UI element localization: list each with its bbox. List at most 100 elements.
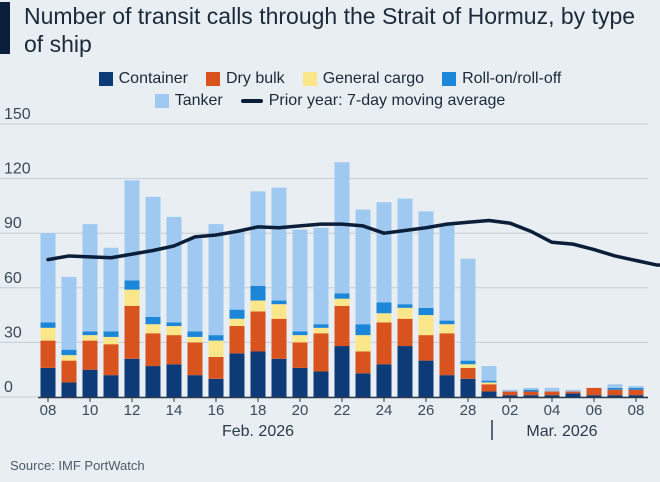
bar-tanker	[628, 386, 644, 388]
bar-dry-bulk	[208, 356, 224, 379]
month-label-feb: Feb. 2026	[222, 423, 294, 440]
bar-container	[82, 369, 98, 397]
bar-container	[565, 393, 581, 397]
bar-dry-bulk	[124, 306, 140, 359]
bar-container	[481, 391, 497, 397]
y-tick-label: 150	[4, 106, 31, 123]
bar-roll-on-roll-off	[250, 285, 266, 301]
bar-container	[544, 395, 560, 397]
bar-general-cargo	[397, 307, 413, 319]
bar-container	[313, 371, 329, 397]
y-tick-label: 0	[4, 379, 13, 396]
bar-general-cargo	[124, 289, 140, 306]
bar-general-cargo	[40, 327, 56, 341]
bar-dry-bulk	[40, 340, 56, 368]
bar-roll-on-roll-off	[628, 387, 644, 390]
bar-roll-on-roll-off	[145, 316, 161, 325]
x-tick-label: 08	[40, 402, 57, 419]
legend-label-tanker: Tanker	[174, 92, 223, 109]
bar-dry-bulk	[607, 389, 623, 396]
bar-tanker	[355, 209, 371, 325]
bar-tanker	[523, 387, 539, 390]
bar-roll-on-roll-off	[292, 331, 308, 336]
bar-container	[40, 367, 56, 397]
legend-swatch-general-cargo	[302, 72, 317, 86]
x-tick-label: 26	[418, 402, 435, 419]
y-tick-label: 60	[4, 270, 22, 287]
bar-roll-on-roll-off	[229, 309, 245, 319]
bar-dry-bulk	[61, 360, 77, 383]
bar-dry-bulk	[271, 318, 287, 359]
legend-label-general-cargo: General cargo	[322, 70, 425, 87]
bar-tanker	[82, 224, 98, 332]
legend-item-prior-year: Prior year: 7-day moving average	[240, 90, 505, 112]
bar-roll-on-roll-off	[271, 300, 287, 305]
x-tick-label: 06	[586, 402, 603, 419]
bar-container	[418, 360, 434, 397]
month-label-mar: Mar. 2026	[526, 423, 597, 440]
legend-swatch-roro	[442, 72, 457, 86]
bar-general-cargo	[208, 340, 224, 357]
bar-dry-bulk	[187, 342, 203, 376]
bar-tanker	[397, 198, 413, 305]
prior-year-line	[46, 218, 660, 267]
bar-general-cargo	[481, 382, 497, 385]
bar-general-cargo	[271, 304, 287, 319]
bar-general-cargo	[292, 335, 308, 343]
y-tick-label: 90	[4, 215, 22, 232]
x-tick-label: 22	[334, 402, 351, 419]
legend-swatch-dry-bulk	[206, 72, 220, 86]
y-tick-label: 30	[4, 324, 22, 341]
bar-tanker	[460, 258, 476, 361]
bar-tanker	[187, 238, 203, 332]
bar-roll-on-roll-off	[334, 293, 350, 299]
bar-roll-on-roll-off	[124, 280, 140, 290]
bar-general-cargo	[82, 335, 98, 341]
bar-container	[439, 375, 455, 397]
bar-container	[397, 346, 413, 397]
bar-dry-bulk	[565, 391, 581, 394]
bar-roll-on-roll-off	[460, 360, 476, 365]
legend-label-roro: Roll-on/roll-off	[462, 70, 562, 87]
bar-container	[586, 395, 602, 397]
chart-title: Number of transit calls through the Stra…	[24, 3, 636, 57]
legend: Container Dry bulk General cargo Roll-on…	[0, 68, 660, 112]
bar-roll-on-roll-off	[607, 387, 623, 390]
bar-dry-bulk	[82, 340, 98, 370]
bar-container	[103, 375, 119, 397]
bar-container	[376, 364, 392, 397]
bar-dry-bulk	[628, 389, 644, 396]
bar-roll-on-roll-off	[418, 307, 434, 316]
bar-dry-bulk	[439, 333, 455, 376]
bar-general-cargo	[313, 327, 329, 334]
bar-general-cargo	[145, 324, 161, 334]
bar-tanker	[292, 229, 308, 332]
x-tick-label: 24	[376, 402, 393, 419]
bar-general-cargo	[460, 364, 476, 368]
bar-dry-bulk	[313, 333, 329, 372]
bar-tanker	[565, 389, 581, 392]
bar-dry-bulk	[355, 351, 371, 374]
bar-tanker	[481, 366, 497, 381]
bar-general-cargo	[229, 318, 245, 327]
bar-dry-bulk	[460, 367, 476, 379]
x-tick-label: 28	[460, 402, 477, 419]
bar-tanker	[271, 187, 287, 301]
bar-dry-bulk	[418, 335, 434, 361]
bar-container	[355, 373, 371, 397]
x-tick-label: 18	[250, 402, 267, 419]
bar-dry-bulk	[145, 333, 161, 367]
bar-general-cargo	[418, 315, 434, 336]
bar-roll-on-roll-off	[208, 335, 224, 341]
x-tick-label: 08	[628, 402, 645, 419]
bar-container	[250, 351, 266, 397]
bar-general-cargo	[61, 355, 77, 361]
bar-container	[460, 378, 476, 397]
bar-tanker	[418, 211, 434, 308]
bar-tanker	[229, 231, 245, 310]
y-tick-label: 120	[4, 161, 31, 178]
legend-item-roro: Roll-on/roll-off	[442, 68, 561, 90]
bar-container	[208, 378, 224, 397]
bar-container	[187, 375, 203, 397]
x-tick-label: 02	[502, 402, 519, 419]
